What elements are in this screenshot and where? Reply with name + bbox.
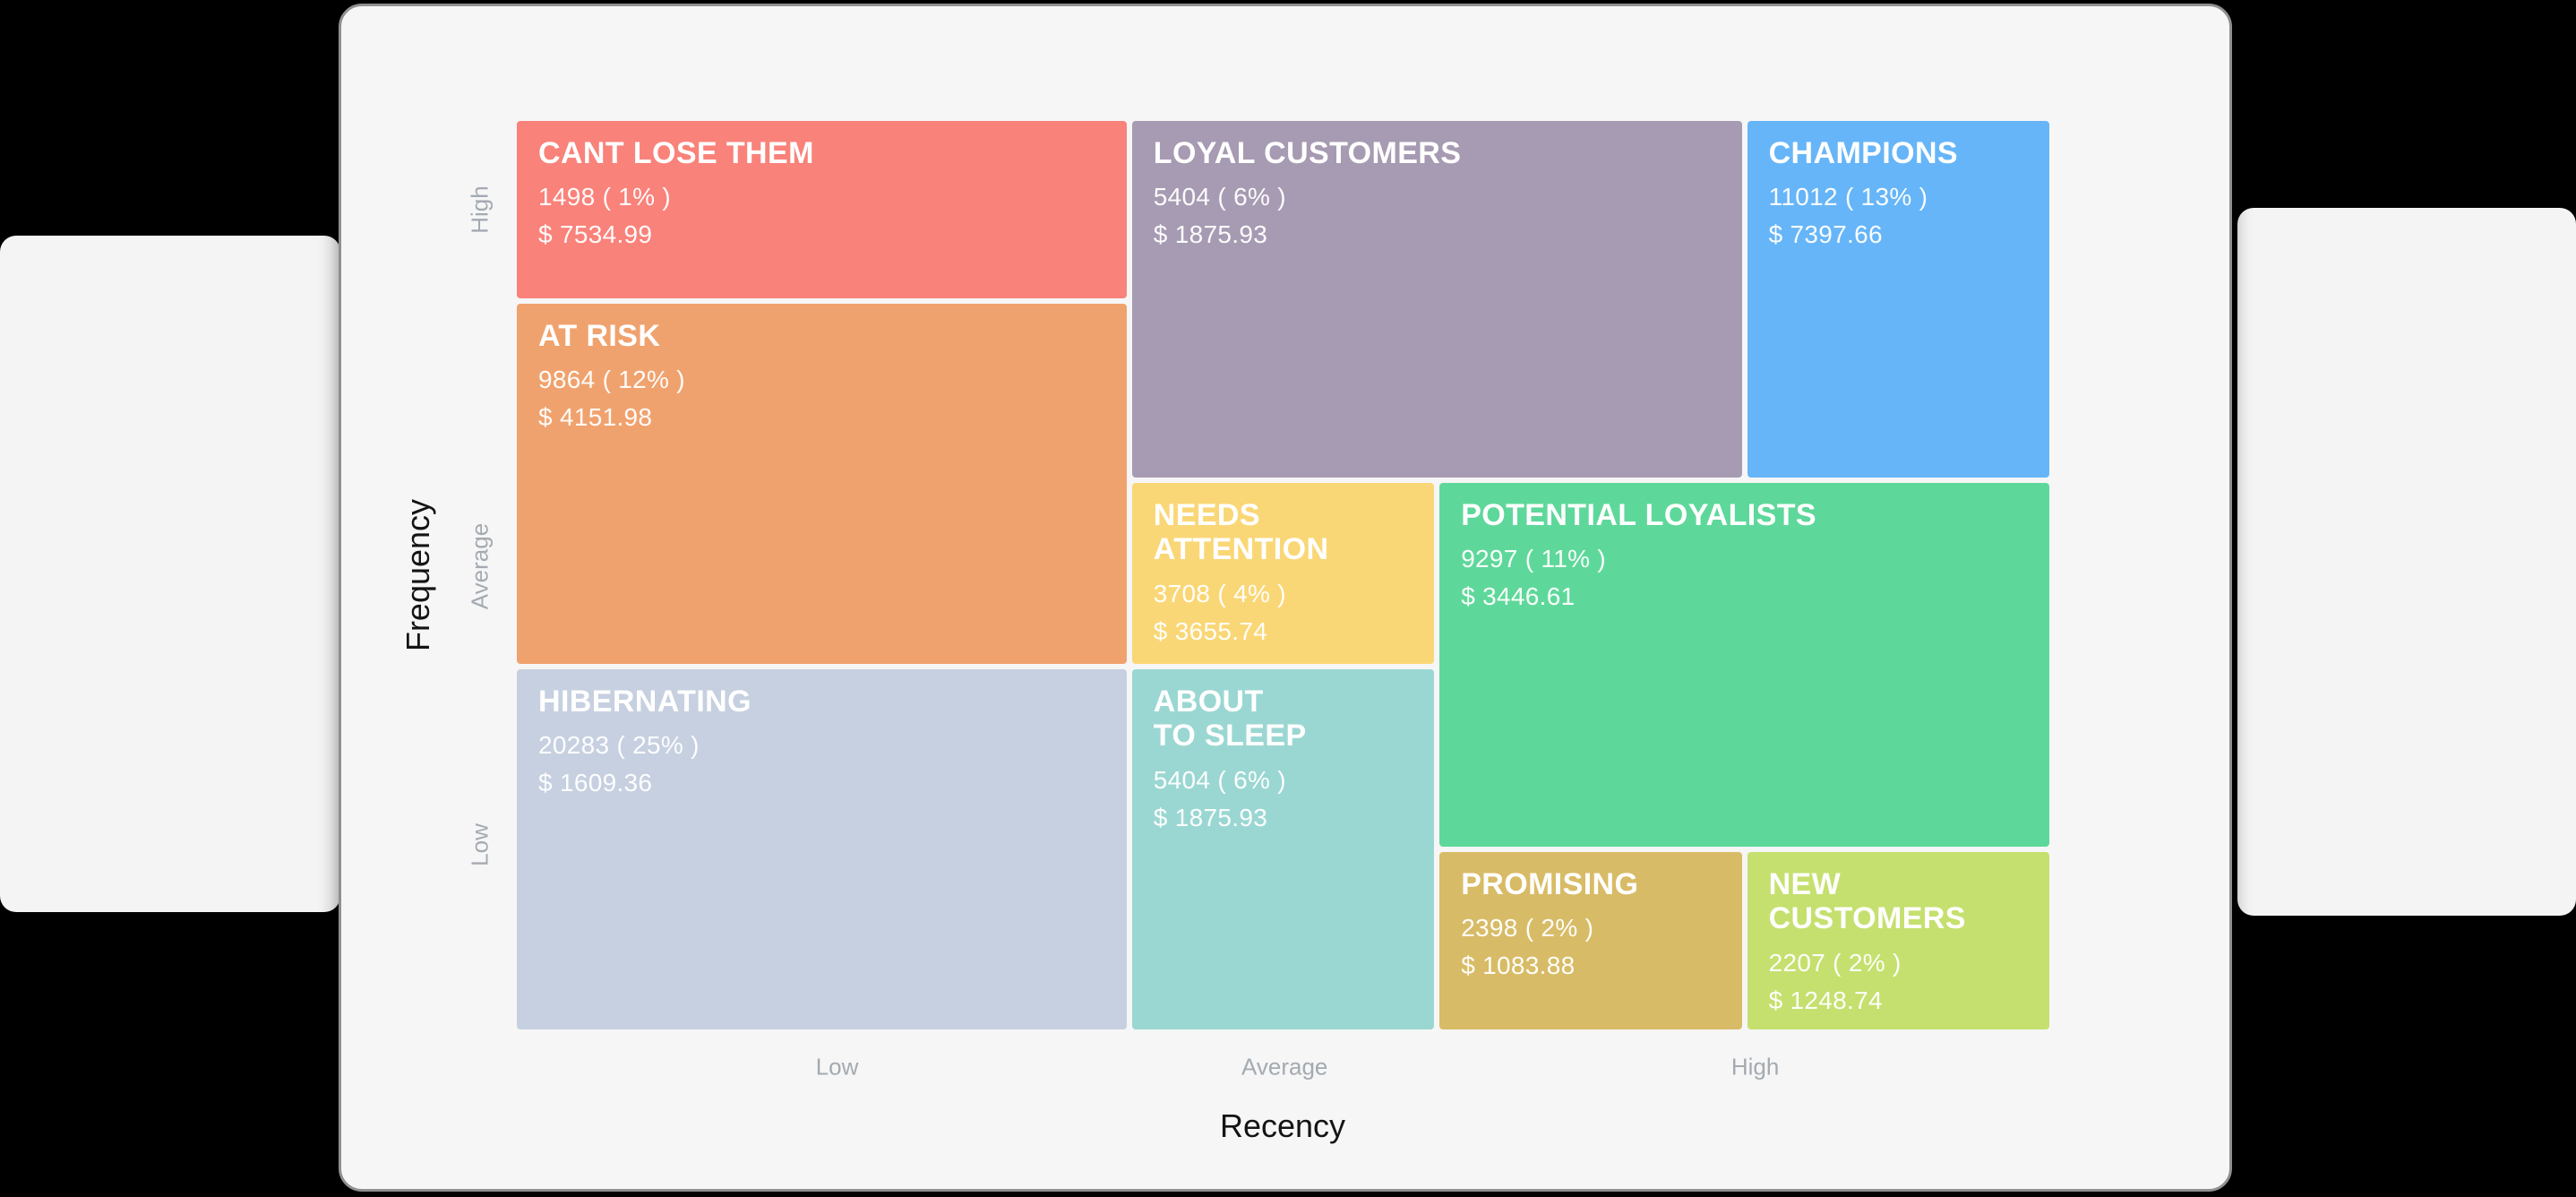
segment-fill-champions: CHAMPIONS 11012 ( 13% ) $ 7397.66 (1747, 121, 2049, 478)
next-slide-card[interactable] (2237, 208, 2576, 916)
segment-title: NEW CUSTOMERS (1768, 867, 1966, 936)
y-axis-title: Frequency (399, 498, 436, 652)
segment-count: 5404 ( 6% ) (1153, 765, 1286, 794)
segment-fill-cant-lose-them: CANT LOSE THEM 1498 ( 1% ) $ 7534.99 (517, 121, 1127, 298)
segment-monetary-value: $ 1083.88 (1461, 952, 1576, 980)
segment-monetary-value: $ 3446.61 (1461, 582, 1576, 611)
segment-monetary-value: $ 7397.66 (1768, 220, 1883, 249)
segment-title: AT RISK (538, 319, 661, 353)
segment-title: HIBERNATING (538, 685, 751, 719)
segment-monetary-value: $ 3655.74 (1153, 616, 1268, 645)
x-tick-average: Average (1241, 1053, 1328, 1081)
segment-fill-about-to-sleep: ABOUT TO SLEEP 5404 ( 6% ) $ 1875.93 (1131, 669, 1435, 1029)
segment-promising[interactable]: PROMISING 2398 ( 2% ) $ 1083.88 (1437, 849, 1744, 1032)
rfm-chart-card: CANT LOSE THEM 1498 ( 1% ) $ 7534.99 LOYAL … (339, 4, 2232, 1192)
segment-title: POTENTIAL LOYALISTS (1461, 497, 1816, 532)
segment-monetary-value: $ 1609.36 (538, 769, 653, 797)
segment-monetary-value: $ 1875.93 (1153, 220, 1268, 249)
segment-count: 1498 ( 1% ) (538, 183, 672, 211)
segment-monetary-value: $ 1875.93 (1153, 803, 1268, 831)
x-axis-title: Recency (1219, 1107, 1346, 1144)
segment-count: 20283 ( 25% ) (538, 731, 700, 760)
segment-fill-loyal-customers: LOYAL CUSTOMERS 5404 ( 6% ) $ 1875.93 (1131, 121, 1742, 478)
previous-slide-card[interactable] (0, 236, 340, 912)
segment-title: PROMISING (1461, 867, 1639, 901)
segment-count: 11012 ( 13% ) (1768, 183, 1928, 211)
y-tick-low: Low (466, 823, 494, 866)
segment-about-to-sleep[interactable]: ABOUT TO SLEEP 5404 ( 6% ) $ 1875.93 (1129, 667, 1437, 1032)
segment-cant-lose-them[interactable]: CANT LOSE THEM 1498 ( 1% ) $ 7534.99 (514, 118, 1129, 301)
x-tick-high: High (1730, 1053, 1780, 1081)
treemap-plot: CANT LOSE THEM 1498 ( 1% ) $ 7534.99 LOYAL … (467, 118, 2052, 1081)
segment-count: 3708 ( 4% ) (1153, 579, 1286, 607)
segment-loyal-customers[interactable]: LOYAL CUSTOMERS 5404 ( 6% ) $ 1875.93 (1129, 118, 1745, 480)
segment-new-customers[interactable]: NEW CUSTOMERS 2207 ( 2% ) $ 1248.74 (1745, 849, 2052, 1032)
segment-title: CHAMPIONS (1768, 136, 1958, 170)
segment-fill-at-risk: AT RISK 9864 ( 12% ) $ 4151.98 (517, 304, 1127, 664)
y-tick-average: Average (466, 522, 494, 609)
segment-fill-hibernating: HIBERNATING 20283 ( 25% ) $ 1609.36 (517, 669, 1127, 1029)
segment-monetary-value: $ 1248.74 (1768, 986, 1883, 1014)
segment-title: NEEDS ATTENTION (1153, 497, 1329, 567)
segment-count: 9864 ( 12% ) (538, 366, 685, 394)
segment-count: 2398 ( 2% ) (1461, 914, 1594, 943)
segment-monetary-value: $ 7534.99 (538, 220, 653, 249)
segment-champions[interactable]: CHAMPIONS 11012 ( 13% ) $ 7397.66 (1745, 118, 2052, 480)
segment-title: LOYAL CUSTOMERS (1153, 136, 1462, 170)
segment-monetary-value: $ 4151.98 (538, 403, 653, 432)
segment-count: 9297 ( 11% ) (1461, 545, 1607, 573)
segment-fill-promising: PROMISING 2398 ( 2% ) $ 1083.88 (1439, 852, 1742, 1029)
segment-fill-needs-attention: NEEDS ATTENTION 3708 ( 4% ) $ 3655.74 (1131, 482, 1435, 664)
segment-count: 5404 ( 6% ) (1153, 183, 1286, 211)
segment-potential-loyalists[interactable]: POTENTIAL LOYALISTS 9297 ( 11% ) $ 3446.61 (1437, 480, 2052, 849)
segment-hibernating[interactable]: HIBERNATING 20283 ( 25% ) $ 1609.36 (514, 667, 1129, 1032)
x-tick-low: Low (815, 1053, 859, 1081)
segment-fill-new-customers: NEW CUSTOMERS 2207 ( 2% ) $ 1248.74 (1747, 852, 2049, 1029)
segment-needs-attention[interactable]: NEEDS ATTENTION 3708 ( 4% ) $ 3655.74 (1129, 480, 1437, 667)
segment-fill-potential-loyalists: POTENTIAL LOYALISTS 9297 ( 11% ) $ 3446.61 (1439, 482, 2049, 847)
segment-title: ABOUT TO SLEEP (1153, 685, 1307, 754)
segment-title: CANT LOSE THEM (538, 136, 814, 170)
segment-count: 2207 ( 2% ) (1768, 948, 1902, 977)
y-tick-high: High (466, 185, 494, 234)
segment-at-risk[interactable]: AT RISK 9864 ( 12% ) $ 4151.98 (514, 301, 1129, 667)
